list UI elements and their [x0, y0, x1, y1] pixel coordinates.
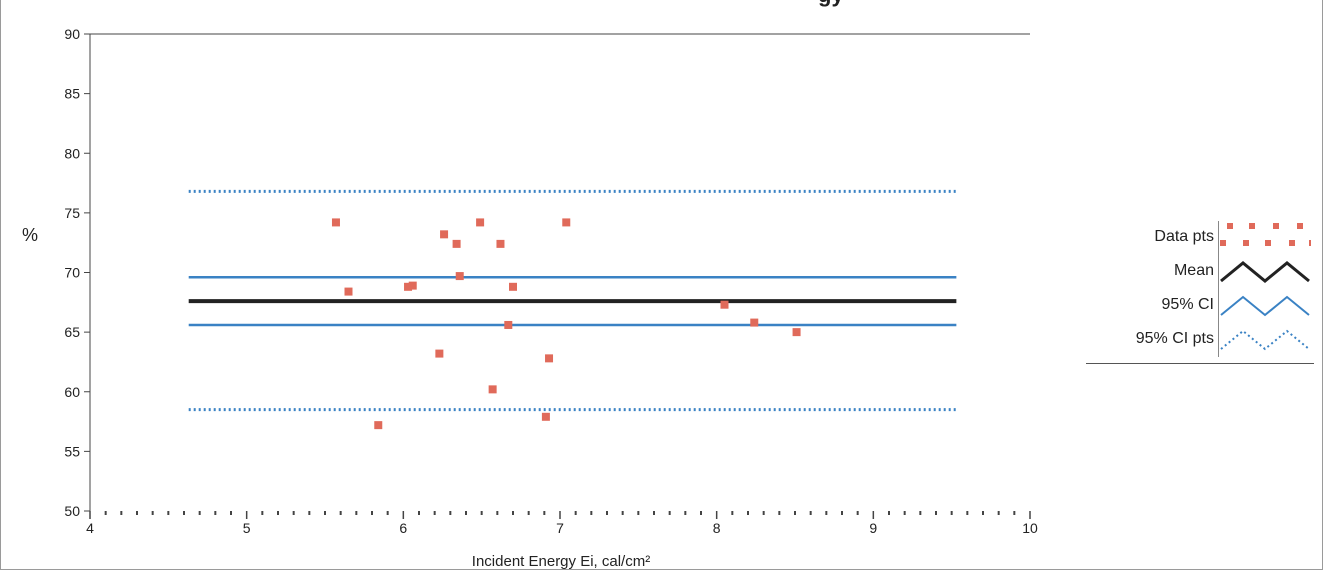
legend-item-data-pts: Data pts — [1086, 221, 1314, 255]
data-point — [374, 421, 383, 430]
y-tick-label: 90 — [64, 26, 80, 42]
y-tick-label: 55 — [64, 443, 80, 459]
x-tick-label: 7 — [556, 520, 564, 536]
data-point — [435, 349, 444, 358]
data-point — [545, 354, 554, 363]
data-point — [408, 281, 417, 290]
legend-label: Data pts — [1154, 228, 1214, 245]
ci-swatch-icon — [1218, 289, 1310, 323]
y-tick-label: 85 — [64, 86, 80, 102]
data-point — [496, 239, 505, 248]
legend-item-95-ci: 95% CI — [1086, 289, 1314, 323]
y-tick-label: 75 — [64, 205, 80, 221]
data-point — [331, 218, 340, 227]
x-tick-label: 4 — [86, 520, 94, 536]
legend-label: 95% CI — [1161, 296, 1214, 313]
x-tick-label: 8 — [713, 520, 721, 536]
data-point — [440, 230, 449, 239]
legend-item-95-ci-pts: 95% CI pts — [1086, 323, 1314, 357]
x-axis-title: Incident Energy Ei, cal/cm² — [472, 553, 650, 570]
data-point — [455, 272, 464, 281]
data-point — [541, 412, 550, 421]
data-point — [562, 218, 571, 227]
data-point — [509, 282, 517, 291]
x-tick-label: 9 — [869, 520, 877, 536]
data-point — [792, 328, 801, 337]
legend-label: 95% CI pts — [1135, 330, 1214, 347]
y-axis-title: % — [22, 225, 38, 245]
y-tick-label: 60 — [64, 384, 80, 400]
ci-pts-swatch-icon — [1218, 323, 1310, 357]
data-point — [720, 300, 729, 309]
reference-lines — [188, 189, 957, 412]
legend-label: Mean — [1173, 262, 1214, 279]
y-tick-label: 70 — [64, 265, 80, 281]
legend: Data pts Mean 95% CI 95% CI pts — [1086, 217, 1314, 364]
data-point — [344, 287, 353, 296]
y-tick-label: 50 — [64, 503, 80, 519]
x-tick-label: 5 — [243, 520, 251, 536]
data-pts-swatch-icon — [1218, 221, 1311, 255]
y-tick-label: 65 — [64, 324, 80, 340]
data-point — [476, 218, 485, 227]
x-tick-label: 6 — [399, 520, 407, 536]
x-tick-label: 10 — [1022, 520, 1038, 536]
data-point — [750, 318, 759, 327]
data-points — [331, 218, 801, 430]
y-tick-label: 80 — [64, 145, 80, 161]
data-point — [452, 239, 461, 248]
data-point — [404, 282, 413, 291]
data-point — [488, 385, 497, 394]
axes: 50 55 60 65 70 75 80 85 90 4 5 6 7 8 9 10 — [64, 26, 1038, 536]
data-point — [504, 320, 513, 329]
legend-item-mean: Mean — [1086, 255, 1314, 289]
mean-swatch-icon — [1218, 255, 1310, 289]
chart-title: gy — [818, 0, 844, 7]
